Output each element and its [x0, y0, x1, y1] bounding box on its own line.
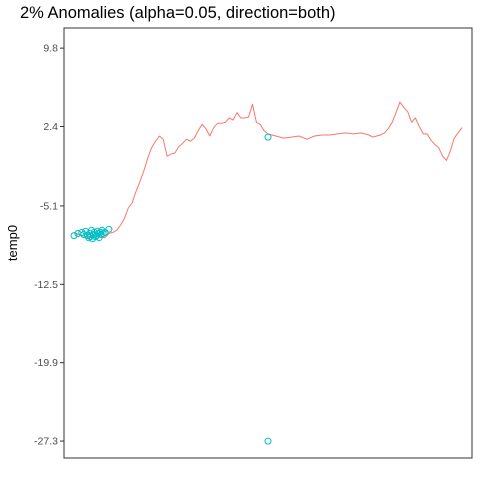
y-tick-label: -12.5	[34, 279, 58, 291]
y-tick-label: -27.3	[34, 436, 58, 448]
y-tick-label: -5.1	[40, 200, 58, 212]
plot-panel	[64, 28, 472, 458]
y-axis: 9.8 2.4 -5.1 -12.5 -19.9 -27.3	[34, 43, 64, 448]
y-axis-title: temp0	[5, 225, 20, 261]
y-tick-label: 2.4	[43, 121, 58, 133]
y-tick-label: -19.9	[34, 357, 58, 369]
y-tick-label: 9.8	[43, 43, 58, 55]
